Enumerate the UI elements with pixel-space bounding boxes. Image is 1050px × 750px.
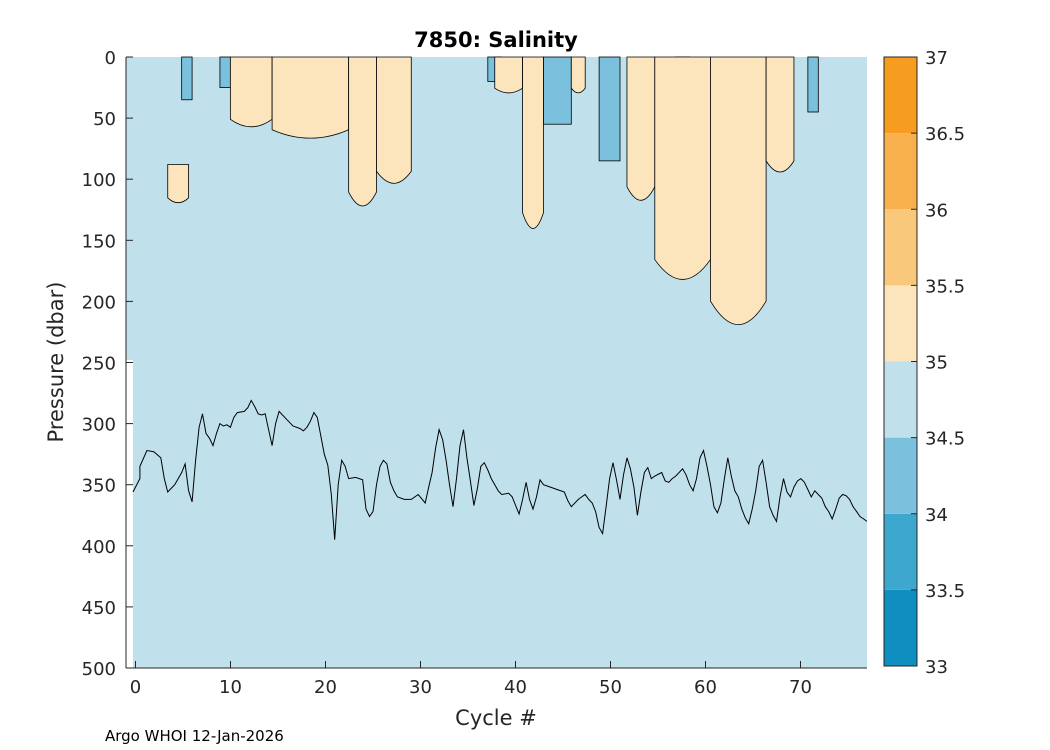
colorbar-tick-label: 33 [925,657,948,678]
colorbar-segment [884,437,917,514]
x-axis-label: Cycle # [455,706,537,730]
contour-line-34-5 [132,399,868,540]
plot-area [126,56,867,668]
credit-annotation: Argo WHOI 12-Jan-2026 [105,727,284,745]
y-tick-label: 350 [82,476,116,497]
x-tick-label: 30 [409,677,432,698]
salty-patch [271,56,350,139]
fresh-patch [598,56,621,162]
y-tick-label: 450 [82,598,116,619]
x-tick-label: 60 [694,677,717,698]
x-tick-label: 20 [314,677,337,698]
colorbar-segment [884,133,917,210]
salty-patch [710,56,767,326]
y-tick-label: 400 [82,537,116,558]
x-tick-label: 0 [130,677,141,698]
salty-patch [765,56,795,173]
y-tick-label: 200 [82,292,116,313]
colorbar-tick-label: 36 [925,200,948,221]
salty-patch [494,56,523,94]
salty-patch [348,56,377,207]
salty-patch [167,164,190,204]
fresh-patch [181,56,193,101]
x-tick-label: 50 [599,677,622,698]
colorbar-segment [884,513,917,590]
x-tick-label: 40 [504,677,527,698]
colorbar-tick-label: 35 [925,353,948,374]
salty-patch [376,56,412,184]
colorbar-tick-label: 36.5 [925,124,965,145]
y-tick-label: 50 [93,109,116,130]
colorbar-tick-label: 33.5 [925,581,965,602]
colorbar-segment [884,361,917,438]
y-axis-label: Pressure (dbar) [44,282,68,443]
colorbar-tick-label: 37 [925,48,948,69]
fresh-patch [219,56,231,88]
x-tick-label: 70 [789,677,812,698]
y-tick-label: 100 [82,170,116,191]
salty-patch [626,56,656,201]
fresh-patch [543,56,572,125]
colorbar-segment [884,57,917,134]
y-tick-label: 250 [82,354,116,375]
salty-patch [522,56,544,229]
colorbar-tick-label: 34.5 [925,429,965,450]
salty-patch [229,56,273,128]
colorbar-segment [884,209,917,286]
colorbar-tick-label: 35.5 [925,276,965,297]
colorbar: 33 33.5 34 34.5 35 35.5 36 36.5 37 [883,48,965,678]
colorbar-tick-label: 34 [925,505,948,526]
colorbar-segment [884,285,917,362]
y-tick-label: 500 [82,659,116,680]
x-tick-label: 10 [219,677,242,698]
fresh-patch [807,56,819,113]
salty-patch [570,56,586,94]
colorbar-segment [884,589,917,666]
chart-title: 7850: Salinity [414,28,578,52]
y-tick-label: 300 [82,415,116,436]
contour-layer [132,399,868,540]
y-tick-label: 0 [105,48,116,69]
salty-patch [654,56,711,280]
y-tick-label: 150 [82,231,116,252]
x-axis-ticks: 0 10 20 30 40 50 60 70 [130,661,812,698]
y-axis-ticks: 0 50 100 150 200 250 300 350 400 450 500 [82,48,133,680]
